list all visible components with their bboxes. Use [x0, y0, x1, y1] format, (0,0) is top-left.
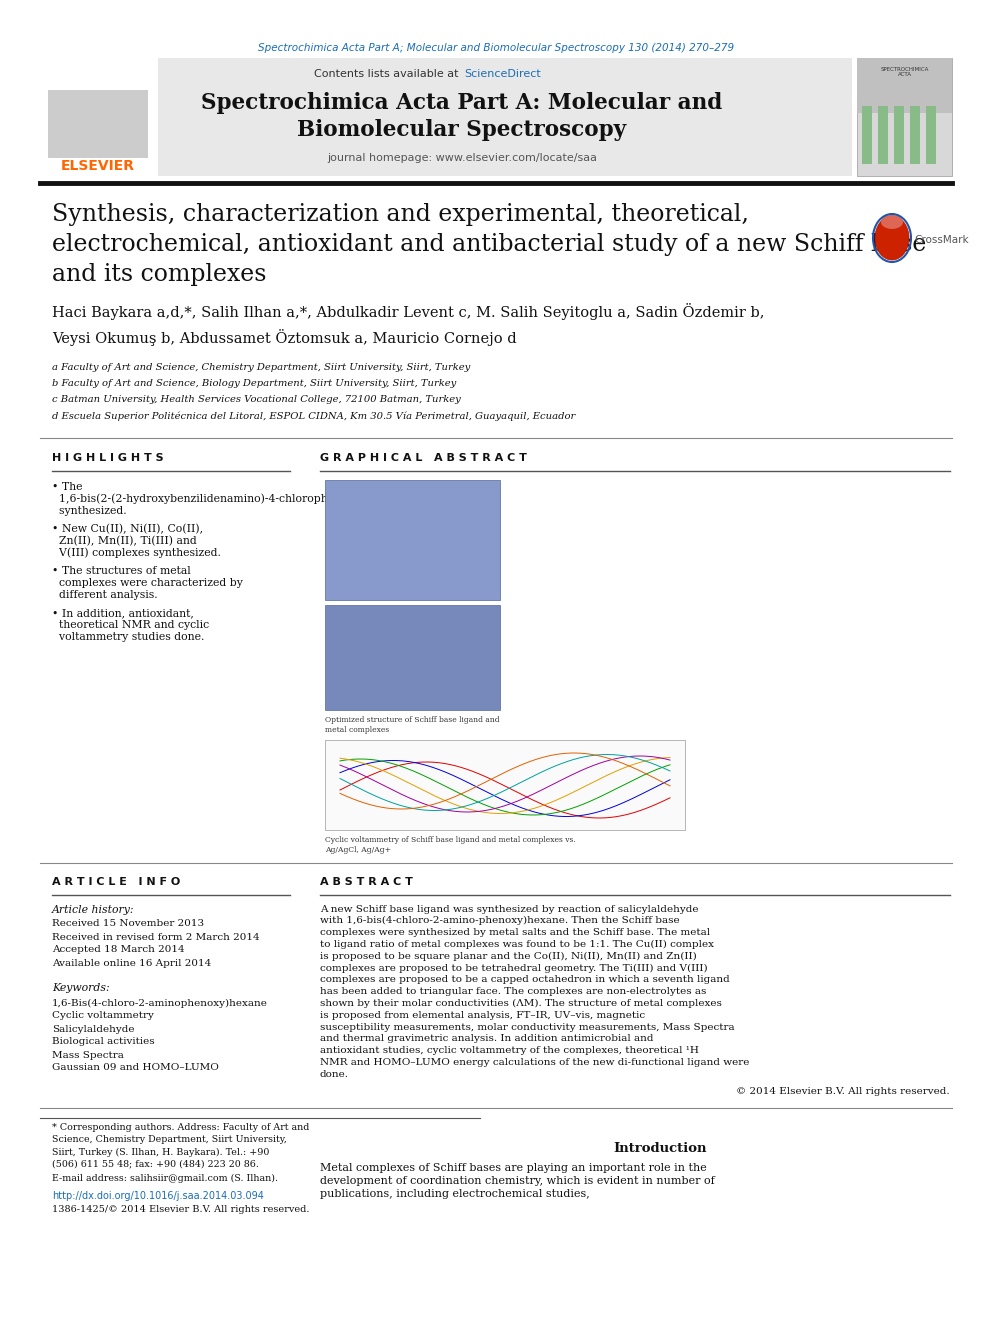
Text: ELSEVIER: ELSEVIER — [61, 159, 135, 173]
Text: Spectrochimica Acta Part A: Molecular and: Spectrochimica Acta Part A: Molecular an… — [201, 93, 722, 114]
Text: Biomolecular Spectroscopy: Biomolecular Spectroscopy — [298, 119, 627, 142]
Text: b Faculty of Art and Science, Biology Department, Siirt University, Siirt, Turke: b Faculty of Art and Science, Biology De… — [52, 380, 456, 389]
Text: development of coordination chemistry, which is evident in number of: development of coordination chemistry, w… — [320, 1176, 715, 1185]
Bar — [910, 106, 920, 164]
Text: to ligand ratio of metal complexes was found to be 1:1. The Cu(II) complex: to ligand ratio of metal complexes was f… — [320, 939, 714, 949]
Text: Accepted 18 March 2014: Accepted 18 March 2014 — [52, 946, 185, 954]
Text: • The: • The — [52, 482, 82, 492]
Text: 1386-1425/© 2014 Elsevier B.V. All rights reserved.: 1386-1425/© 2014 Elsevier B.V. All right… — [52, 1205, 310, 1215]
Text: E-mail address: salihsiir@gmail.com (S. Ilhan).: E-mail address: salihsiir@gmail.com (S. … — [52, 1174, 278, 1183]
Text: Spectrochimica Acta Part A; Molecular and Biomolecular Spectroscopy 130 (2014) 2: Spectrochimica Acta Part A; Molecular an… — [258, 44, 734, 53]
Text: has been added to triangular face. The complexes are non-electrolytes as: has been added to triangular face. The c… — [320, 987, 706, 996]
Text: publications, including electrochemical studies,: publications, including electrochemical … — [320, 1189, 590, 1199]
Text: Cyclic voltammetry of Schiff base ligand and metal complexes vs.: Cyclic voltammetry of Schiff base ligand… — [325, 836, 575, 844]
Bar — [325, 605, 500, 710]
Text: Gaussian 09 and HOMO–LUMO: Gaussian 09 and HOMO–LUMO — [52, 1064, 219, 1073]
Text: http://dx.doi.org/10.1016/j.saa.2014.03.094: http://dx.doi.org/10.1016/j.saa.2014.03.… — [52, 1191, 264, 1201]
Text: theoretical NMR and cyclic: theoretical NMR and cyclic — [52, 620, 209, 630]
Text: Introduction: Introduction — [613, 1142, 706, 1155]
Text: is proposed to be square planar and the Co(II), Ni(II), Mn(II) and Zn(II): is proposed to be square planar and the … — [320, 951, 696, 960]
Text: G R A P H I C A L   A B S T R A C T: G R A P H I C A L A B S T R A C T — [320, 452, 527, 463]
Text: Haci Baykara a,d,*, Salih Ilhan a,*, Abdulkadir Levent c, M. Salih Seyitoglu a, : Haci Baykara a,d,*, Salih Ilhan a,*, Abd… — [52, 303, 765, 320]
Text: metal complexes: metal complexes — [325, 726, 389, 734]
Text: shown by their molar conductivities (ΛM). The structure of metal complexes: shown by their molar conductivities (ΛM)… — [320, 999, 722, 1008]
Ellipse shape — [881, 216, 903, 229]
Text: Article history:: Article history: — [52, 905, 135, 916]
Text: synthesized.: synthesized. — [52, 505, 127, 516]
Text: Synthesis, characterization and experimental, theoretical,: Synthesis, characterization and experime… — [52, 204, 749, 226]
Text: Contents lists available at: Contents lists available at — [314, 69, 462, 79]
Text: Metal complexes of Schiff bases are playing an important role in the: Metal complexes of Schiff bases are play… — [320, 1163, 706, 1174]
Text: Available online 16 April 2014: Available online 16 April 2014 — [52, 958, 211, 967]
Text: A new Schiff base ligand was synthesized by reaction of salicylaldehyde: A new Schiff base ligand was synthesized… — [320, 905, 698, 913]
Text: electrochemical, antioxidant and antibacterial study of a new Schiff base: electrochemical, antioxidant and antibac… — [52, 233, 927, 257]
Bar — [325, 480, 500, 601]
Text: Biological activities: Biological activities — [52, 1037, 155, 1046]
Text: © 2014 Elsevier B.V. All rights reserved.: © 2014 Elsevier B.V. All rights reserved… — [736, 1088, 950, 1097]
Text: is proposed from elemental analysis, FT–IR, UV–vis, magnetic: is proposed from elemental analysis, FT–… — [320, 1011, 645, 1020]
Text: done.: done. — [320, 1070, 349, 1078]
Text: NMR and HOMO–LUMO energy calculations of the new di-functional ligand were: NMR and HOMO–LUMO energy calculations of… — [320, 1058, 749, 1066]
Text: Science, Chemistry Department, Siirt University,: Science, Chemistry Department, Siirt Uni… — [52, 1135, 287, 1144]
Text: complexes were characterized by: complexes were characterized by — [52, 578, 243, 587]
Text: * Corresponding authors. Address: Faculty of Art and: * Corresponding authors. Address: Facult… — [52, 1123, 310, 1132]
Text: Veysi Okumuş b, Abdussamet Öztomsuk a, Mauricio Cornejo d: Veysi Okumuş b, Abdussamet Öztomsuk a, M… — [52, 329, 517, 347]
Text: d Escuela Superior Politécnica del Litoral, ESPOL CIDNA, Km 30.5 Vía Perimetral,: d Escuela Superior Politécnica del Litor… — [52, 411, 575, 421]
Bar — [862, 106, 872, 164]
Bar — [40, 58, 158, 176]
Text: complexes were synthesized by metal salts and the Schiff base. The metal: complexes were synthesized by metal salt… — [320, 929, 710, 937]
Text: Ag/AgCl, Ag/Ag+: Ag/AgCl, Ag/Ag+ — [325, 845, 391, 855]
Bar — [857, 58, 952, 112]
Text: Salicylaldehyde: Salicylaldehyde — [52, 1024, 135, 1033]
Bar — [857, 58, 952, 176]
Text: Received 15 November 2013: Received 15 November 2013 — [52, 919, 204, 929]
Text: Optimized structure of Schiff base ligand and: Optimized structure of Schiff base ligan… — [325, 716, 500, 724]
Text: V(III) complexes synthesized.: V(III) complexes synthesized. — [52, 548, 221, 558]
Text: A B S T R A C T: A B S T R A C T — [320, 877, 413, 886]
Text: journal homepage: www.elsevier.com/locate/saa: journal homepage: www.elsevier.com/locat… — [327, 153, 597, 163]
Text: H I G H L I G H T S: H I G H L I G H T S — [52, 452, 164, 463]
Bar — [926, 106, 936, 164]
Text: CrossMark: CrossMark — [914, 235, 968, 245]
Text: Received in revised form 2 March 2014: Received in revised form 2 March 2014 — [52, 933, 260, 942]
Text: and its complexes: and its complexes — [52, 262, 267, 286]
Bar — [325, 740, 685, 830]
Text: 1,6-Bis(4-chloro-2-aminophenoxy)hexane: 1,6-Bis(4-chloro-2-aminophenoxy)hexane — [52, 999, 268, 1008]
Text: SPECTROCHIMICA
ACTA: SPECTROCHIMICA ACTA — [881, 66, 930, 78]
Text: complexes are proposed to be a capped octahedron in which a seventh ligand: complexes are proposed to be a capped oc… — [320, 975, 730, 984]
Text: Cyclic voltammetry: Cyclic voltammetry — [52, 1012, 154, 1020]
Text: • The structures of metal: • The structures of metal — [52, 566, 190, 576]
Text: Mass Spectra: Mass Spectra — [52, 1050, 124, 1060]
Bar — [48, 90, 148, 157]
Text: with 1,6-bis(4-chloro-2-amino-phenoxy)hexane. Then the Schiff base: with 1,6-bis(4-chloro-2-amino-phenoxy)he… — [320, 917, 680, 925]
Text: Keywords:: Keywords: — [52, 983, 110, 994]
Bar — [878, 106, 888, 164]
Text: voltammetry studies done.: voltammetry studies done. — [52, 632, 204, 642]
Text: A R T I C L E   I N F O: A R T I C L E I N F O — [52, 877, 181, 886]
Text: susceptibility measurements, molar conductivity measurements, Mass Spectra: susceptibility measurements, molar condu… — [320, 1023, 735, 1032]
Text: Zn(II), Mn(II), Ti(III) and: Zn(II), Mn(II), Ti(III) and — [52, 536, 196, 546]
Text: a Faculty of Art and Science, Chemistry Department, Siirt University, Siirt, Tur: a Faculty of Art and Science, Chemistry … — [52, 364, 470, 373]
Text: 1,6-bis(2-(2-hydroxybenzilidenamino)-4-chlorophenoxy)hexane: 1,6-bis(2-(2-hydroxybenzilidenamino)-4-c… — [52, 493, 404, 504]
Text: different analysis.: different analysis. — [52, 590, 158, 601]
Text: (506) 611 55 48; fax: +90 (484) 223 20 86.: (506) 611 55 48; fax: +90 (484) 223 20 8… — [52, 1159, 259, 1168]
Bar — [40, 58, 852, 176]
Text: and thermal gravimetric analysis. In addition antimicrobial and: and thermal gravimetric analysis. In add… — [320, 1035, 654, 1044]
Text: • In addition, antioxidant,: • In addition, antioxidant, — [52, 609, 193, 618]
Ellipse shape — [875, 216, 909, 261]
Text: antioxidant studies, cyclic voltammetry of the complexes, theoretical ¹H: antioxidant studies, cyclic voltammetry … — [320, 1046, 699, 1056]
Text: complexes are proposed to be tetrahedral geometry. The Ti(III) and V(III): complexes are proposed to be tetrahedral… — [320, 963, 707, 972]
Text: • New Cu(II), Ni(II), Co(II),: • New Cu(II), Ni(II), Co(II), — [52, 524, 203, 534]
Text: Siirt, Turkey (S. Ilhan, H. Baykara). Tel.: +90: Siirt, Turkey (S. Ilhan, H. Baykara). Te… — [52, 1147, 270, 1156]
Text: c Batman University, Health Services Vocational College, 72100 Batman, Turkey: c Batman University, Health Services Voc… — [52, 396, 460, 405]
Text: ScienceDirect: ScienceDirect — [464, 69, 541, 79]
Bar — [894, 106, 904, 164]
